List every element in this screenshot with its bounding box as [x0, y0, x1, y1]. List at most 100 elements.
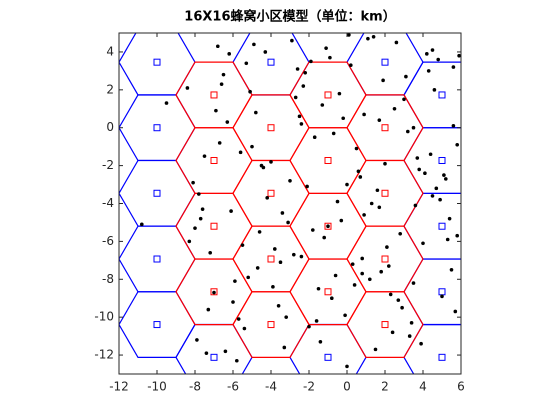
- user-point: [164, 101, 169, 105]
- user-point: [273, 247, 277, 251]
- base-station: [267, 58, 275, 66]
- user-point: [366, 36, 370, 41]
- base-station: [438, 156, 446, 164]
- x-tick-label: -12: [109, 380, 129, 394]
- user-point: [238, 150, 243, 155]
- user-point: [387, 264, 391, 268]
- user-point: [442, 173, 446, 177]
- user-point: [394, 40, 399, 45]
- user-point: [193, 226, 197, 230]
- user-point: [362, 112, 366, 117]
- user-point: [255, 266, 260, 270]
- user-point: [343, 313, 347, 318]
- hex-cell: [346, 291, 424, 358]
- user-point: [392, 106, 397, 111]
- user-point: [453, 309, 458, 314]
- user-point: [425, 52, 429, 56]
- user-point: [358, 175, 363, 179]
- y-tick-label: -2: [102, 158, 114, 172]
- user-point: [198, 216, 203, 221]
- user-point: [284, 315, 289, 319]
- user-point: [349, 63, 353, 68]
- user-point: [257, 230, 262, 234]
- user-point: [191, 180, 195, 185]
- user-point: [140, 222, 144, 227]
- base-station: [210, 91, 218, 99]
- user-point: [339, 218, 344, 223]
- user-point: [324, 46, 328, 50]
- user-point: [390, 330, 395, 335]
- y-tick-label: -6: [102, 234, 114, 248]
- user-point: [356, 169, 361, 174]
- base-station: [210, 222, 218, 230]
- user-point: [400, 305, 404, 310]
- user-point: [341, 116, 346, 121]
- user-point: [436, 57, 441, 62]
- user-point: [216, 44, 220, 49]
- user-point: [202, 154, 207, 158]
- x-tick-label: -8: [189, 380, 201, 394]
- user-point: [252, 42, 256, 47]
- user-point: [337, 91, 342, 96]
- base-station: [381, 58, 389, 66]
- user-point: [368, 277, 372, 282]
- user-point: [430, 48, 435, 52]
- user-point: [197, 192, 201, 196]
- chart-title: 16X16蜂窝小区模型（单位：km）: [184, 9, 395, 25]
- user-point: [318, 339, 323, 344]
- user-point: [242, 326, 247, 331]
- user-point: [314, 319, 319, 323]
- user-point: [396, 298, 401, 302]
- user-point: [419, 341, 423, 346]
- user-point: [240, 243, 245, 247]
- user-point: [421, 241, 425, 246]
- user-point: [263, 50, 268, 54]
- user-point: [451, 124, 456, 128]
- base-station: [153, 58, 161, 66]
- user-point: [299, 254, 304, 259]
- user-point: [345, 182, 349, 187]
- user-point: [269, 160, 273, 164]
- x-tick-label: 2: [381, 380, 389, 394]
- user-point: [290, 38, 294, 43]
- user-point: [404, 74, 408, 79]
- x-tick-label: -10: [147, 380, 167, 394]
- base-station: [438, 353, 446, 361]
- y-tick-label: -10: [94, 310, 114, 324]
- base-station: [210, 288, 218, 296]
- user-point: [328, 55, 332, 60]
- user-point: [411, 281, 416, 285]
- user-point: [200, 207, 205, 211]
- base-station: [381, 189, 389, 197]
- y-tick-label: 0: [106, 120, 114, 134]
- user-point: [217, 141, 222, 145]
- base-station: [381, 321, 389, 329]
- base-station: [267, 124, 275, 132]
- user-point: [286, 220, 290, 225]
- user-point: [438, 197, 442, 202]
- user-point: [449, 268, 454, 272]
- user-point: [235, 358, 239, 363]
- user-point: [377, 118, 382, 122]
- user-point: [295, 67, 300, 71]
- base-station: [381, 124, 389, 132]
- x-tick-label: -6: [227, 380, 239, 394]
- base-station: [267, 321, 275, 329]
- user-point: [432, 88, 437, 92]
- user-point: [455, 142, 460, 147]
- y-tick-label: 4: [106, 44, 114, 58]
- user-point: [330, 296, 334, 301]
- user-point: [457, 53, 461, 58]
- user-point: [444, 177, 448, 181]
- base-station: [324, 222, 332, 230]
- user-point: [227, 52, 231, 56]
- user-point: [225, 120, 230, 124]
- base-station: [324, 91, 332, 99]
- user-point: [417, 167, 422, 172]
- user-point: [233, 279, 237, 283]
- y-tick-label: -8: [102, 272, 114, 286]
- user-point: [347, 33, 351, 37]
- user-point: [288, 178, 292, 183]
